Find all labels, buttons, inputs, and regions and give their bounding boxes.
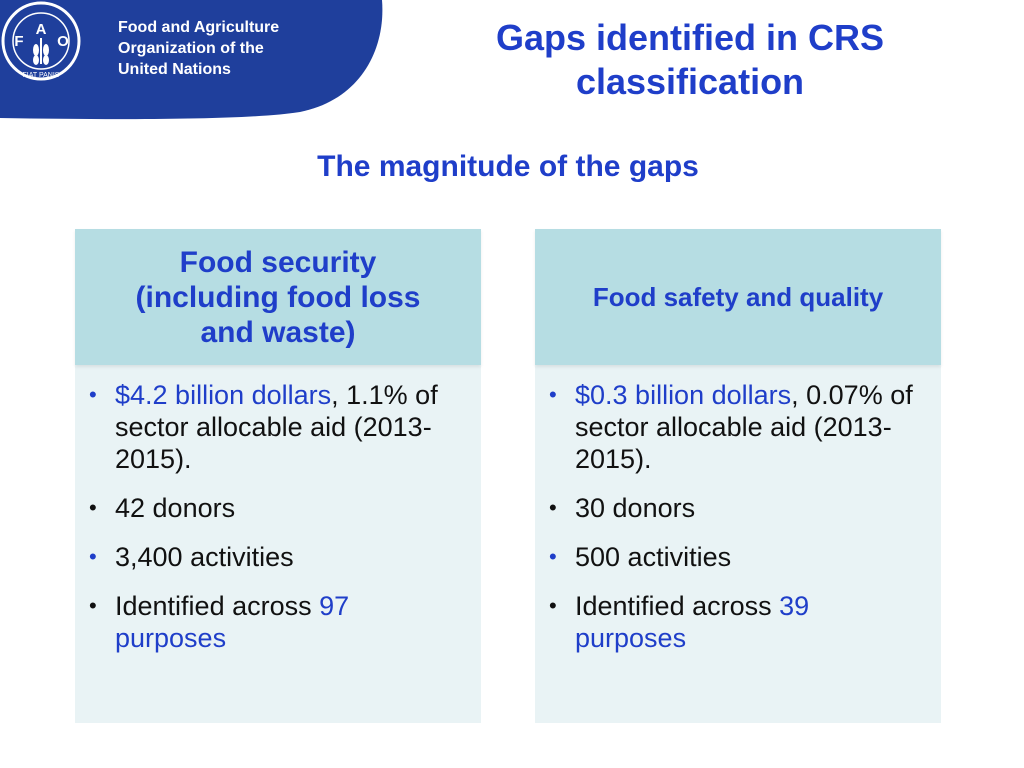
purposes-count: 97 purposes [115, 591, 350, 653]
bullet-dot: • [89, 382, 97, 407]
org-name-line3: United Nations [118, 61, 231, 78]
slide-subtitle: The magnitude of the gaps [317, 150, 699, 183]
organization-name: Food and Agriculture Organization of the… [118, 17, 279, 80]
org-name-line1: Food and Agriculture [118, 19, 280, 36]
fao-logo-icon: F A O FIAT PANIS [1, 1, 81, 81]
logo-letter-f: F [14, 33, 23, 50]
heading-line2: (including food loss [135, 280, 421, 314]
logo-letter-a: A [36, 21, 47, 38]
bullet-dot: • [549, 495, 557, 520]
bullet-activities: • 3,400 activities [87, 541, 461, 573]
funding-amount: $4.2 billion dollars [115, 380, 332, 410]
purposes-count: 39 purposes [575, 591, 810, 653]
bullet-dot: • [89, 593, 97, 618]
bullet-dot: • [89, 544, 97, 569]
purposes-prefix: Identified across [575, 591, 780, 621]
bullet-donors: • 42 donors [87, 492, 461, 524]
funding-detail: , 1.1% of sector allocable aid (2013-201… [115, 380, 438, 474]
bullet-funding: • $4.2 billion dollars, 1.1% of sector al… [87, 379, 461, 475]
bullet-dot: • [89, 495, 97, 520]
donor-count: 30 donors [575, 493, 696, 523]
slide-title-line2: classification [575, 61, 805, 102]
heading-line3: and waste) [200, 315, 356, 349]
header-banner: F A O FIAT PANIS Food and Agriculture Or… [0, 0, 384, 120]
bullet-donors: • 30 donors [547, 492, 921, 524]
funding-detail: , 0.07% of sector allocable aid (2013-20… [575, 380, 913, 474]
bullet-dot: • [549, 544, 557, 569]
food-security-bullets: • $4.2 billion dollars, 1.1% of sector al… [75, 365, 481, 654]
food-security-panel: Food security (including food loss and w… [75, 229, 481, 723]
bullet-dot: • [549, 382, 557, 407]
bullet-activities: • 500 activities [547, 541, 921, 573]
food-safety-panel: Food safety and quality • $0.3 billion do… [535, 229, 941, 723]
food-safety-heading: Food safety and quality [535, 229, 941, 365]
bullet-purposes: • Identified across 97 purposes [87, 590, 461, 654]
heading-line1: Food security [179, 245, 377, 279]
slide-title: Gaps identified in CRS classification [440, 16, 940, 104]
food-security-heading: Food security (including food loss and w… [75, 229, 481, 365]
purposes-prefix: Identified across [115, 591, 320, 621]
slide-title-line1: Gaps identified in CRS [495, 17, 885, 58]
logo-letter-o: O [57, 33, 69, 50]
food-safety-bullets: • $0.3 billion dollars, 0.07% of sector a… [535, 365, 941, 654]
logo-motto: FIAT PANIS [23, 72, 60, 79]
funding-amount: $0.3 billion dollars [575, 380, 792, 410]
bullet-funding: • $0.3 billion dollars, 0.07% of sector a… [547, 379, 921, 475]
bullet-dot: • [549, 593, 557, 618]
org-name-line2: Organization of the [118, 40, 264, 57]
donor-count: 42 donors [115, 493, 236, 523]
bullet-purposes: • Identified across 39 purposes [547, 590, 921, 654]
banner-shape [0, 0, 383, 120]
activity-count: 500 activities [575, 542, 732, 572]
activity-count: 3,400 activities [115, 542, 294, 572]
